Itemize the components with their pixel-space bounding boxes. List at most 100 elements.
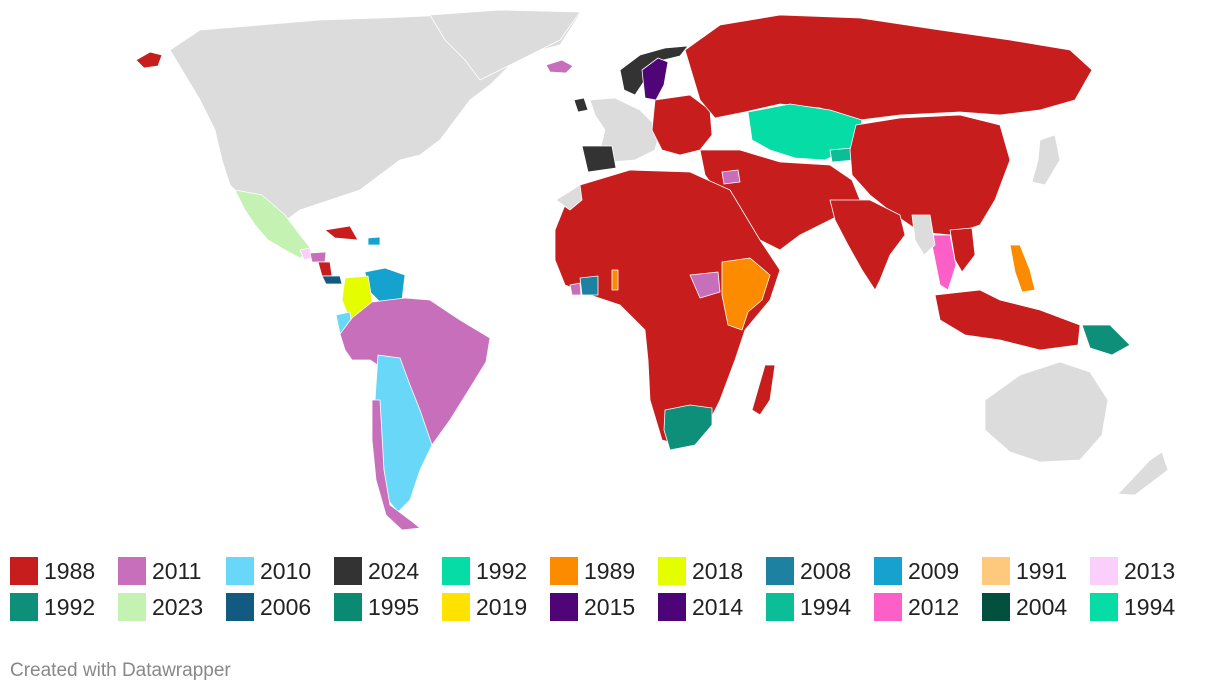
legend-item: 2006 xyxy=(226,593,334,621)
legend-item: 2004 xyxy=(982,593,1090,621)
legend-item: 2009 xyxy=(874,557,982,585)
legend-swatch xyxy=(550,593,578,621)
region-togo xyxy=(611,269,619,291)
region-syria xyxy=(721,169,741,185)
region-norway xyxy=(619,45,689,96)
legend-label: 2024 xyxy=(368,558,420,584)
legend-item: 1992 xyxy=(10,593,118,621)
legend-label: 1992 xyxy=(476,558,528,584)
legend-swatch xyxy=(766,557,794,585)
legend-label: 1995 xyxy=(368,594,420,620)
region-cuba xyxy=(324,225,359,241)
legend-label: 2012 xyxy=(908,594,960,620)
legend-item: 1991 xyxy=(982,557,1090,585)
legend-swatch xyxy=(118,593,146,621)
region-russia xyxy=(684,14,1093,121)
region-australia xyxy=(984,361,1109,463)
legend-item: 2012 xyxy=(874,593,982,621)
legend-label: 1989 xyxy=(584,558,636,584)
legend-label: 2011 xyxy=(152,558,202,584)
legend-swatch xyxy=(334,557,362,585)
region-thailand xyxy=(929,234,957,291)
legend-item: 1995 xyxy=(334,593,442,621)
legend-item: 2011 xyxy=(118,557,226,585)
region-brazil-peru xyxy=(339,297,491,446)
legend-item: 2013 xyxy=(1090,557,1198,585)
legend-item: 2024 xyxy=(334,557,442,585)
region-south-sudan xyxy=(689,271,721,299)
legend-swatch xyxy=(1090,593,1118,621)
world-map xyxy=(135,9,1169,531)
legend-swatch xyxy=(658,557,686,585)
legend: 1988 2011 2010 2024 1992 1989 2018 2008 2009 1991… xyxy=(10,553,1215,625)
legend-label: 2019 xyxy=(476,594,528,620)
legend-item: 1994 xyxy=(1090,593,1198,621)
legend-item: 1989 xyxy=(550,557,658,585)
legend-swatch xyxy=(982,593,1010,621)
legend-label: 2023 xyxy=(152,594,204,620)
region-ivory-coast xyxy=(579,275,599,296)
legend-label: 1994 xyxy=(800,594,852,620)
region-indonesia xyxy=(934,289,1081,351)
legend-item: 2019 xyxy=(442,593,550,621)
legend-swatch xyxy=(982,557,1010,585)
region-nicaragua xyxy=(317,261,333,277)
region-ethiopia xyxy=(721,257,771,331)
legend-label: 1992 xyxy=(44,594,96,620)
region-chile xyxy=(371,399,421,531)
region-spain xyxy=(581,145,617,173)
legend-item: 1994 xyxy=(766,593,874,621)
region-morocco xyxy=(555,184,583,211)
legend-label: 1991 xyxy=(1016,558,1068,584)
region-greenland xyxy=(429,9,581,81)
legend-label: 2010 xyxy=(260,558,312,584)
region-new-zealand xyxy=(1117,451,1169,496)
region-iceland xyxy=(545,59,574,74)
region-india xyxy=(829,199,906,291)
legend-label: 2006 xyxy=(260,594,312,620)
legend-label: 1988 xyxy=(44,558,96,584)
region-japan xyxy=(1031,134,1061,186)
legend-item: 2014 xyxy=(658,593,766,621)
legend-label: 2008 xyxy=(800,558,852,584)
region-sweden xyxy=(641,57,669,101)
legend-swatch xyxy=(658,593,686,621)
legend-swatch xyxy=(226,557,254,585)
region-dominican xyxy=(367,236,381,246)
region-chukotka xyxy=(135,51,163,69)
legend-swatch xyxy=(442,557,470,585)
legend-label: 2004 xyxy=(1016,594,1068,620)
region-philippines xyxy=(1009,244,1036,293)
legend-label: 2014 xyxy=(692,594,744,620)
legend-label: 1994 xyxy=(1124,594,1176,620)
legend-swatch xyxy=(766,593,794,621)
legend-item: 2010 xyxy=(226,557,334,585)
region-vietnam xyxy=(949,227,976,273)
legend-label: 2009 xyxy=(908,558,960,584)
legend-label: 2015 xyxy=(584,594,636,620)
legend-item: 2008 xyxy=(766,557,874,585)
legend-row-1: 1988 2011 2010 2024 1992 1989 2018 2008 2009 1991… xyxy=(10,553,1215,589)
legend-swatch xyxy=(10,557,38,585)
region-png xyxy=(1081,324,1131,356)
region-myanmar xyxy=(911,214,936,256)
region-mexico xyxy=(234,189,313,259)
legend-item: 1992 xyxy=(442,557,550,585)
legend-item: 2023 xyxy=(118,593,226,621)
region-ireland xyxy=(573,97,589,113)
region-madagascar xyxy=(751,364,776,416)
legend-item: 2015 xyxy=(550,593,658,621)
legend-swatch xyxy=(874,557,902,585)
legend-swatch xyxy=(1090,557,1118,585)
legend-label: 2018 xyxy=(692,558,744,584)
legend-item: 2018 xyxy=(658,557,766,585)
legend-swatch xyxy=(334,593,362,621)
legend-swatch xyxy=(10,593,38,621)
legend-swatch xyxy=(226,593,254,621)
legend-label: 2013 xyxy=(1124,558,1176,584)
region-liberia xyxy=(569,282,582,296)
legend-swatch xyxy=(874,593,902,621)
legend-item: 1988 xyxy=(10,557,118,585)
region-south-africa xyxy=(663,404,713,451)
credit-text: Created with Datawrapper xyxy=(10,660,231,681)
